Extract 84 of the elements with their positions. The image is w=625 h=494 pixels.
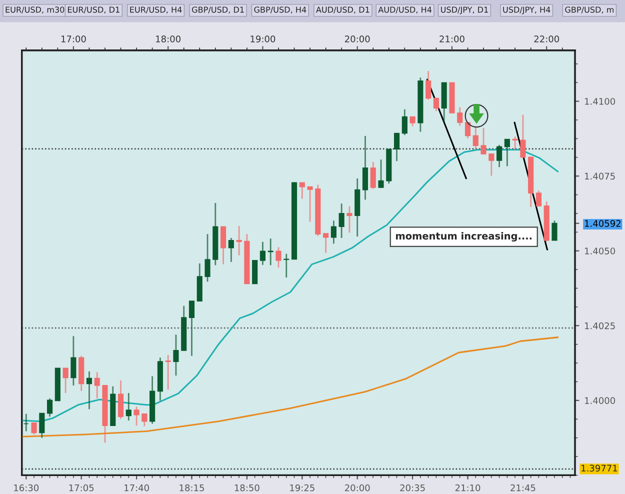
text: USD/JPY, H4 [503, 6, 550, 14]
candlestick [31, 422, 37, 436]
x-tick-label: 17:40 [124, 484, 149, 492]
candlestick [512, 136, 518, 150]
candlestick [126, 392, 132, 422]
y-tick-label: 1.4100 [585, 98, 616, 105]
candlestick [62, 367, 68, 394]
x-tick-label: 16:30 [14, 484, 39, 492]
text: EUR/USD, m30 [6, 6, 64, 14]
y-tick-label: 1.4000 [585, 397, 616, 404]
candlestick [307, 186, 313, 223]
candlestick [220, 226, 226, 265]
candlestick [504, 138, 510, 167]
candlestick [457, 106, 463, 126]
candlestick [47, 398, 53, 418]
annotation: momentum increasing.... [396, 232, 532, 242]
candlestick [284, 253, 290, 278]
y-tick-label: 1.4025 [585, 322, 615, 330]
candlestick [276, 246, 282, 268]
x-tick-label: 17:05 [69, 484, 94, 492]
candlestick [433, 98, 439, 112]
line-series [22, 336, 559, 438]
x-tick-label: 18:15 [180, 484, 204, 492]
candlestick [299, 182, 305, 200]
x-tick-label: 21:10 [455, 484, 480, 492]
x-tick-label: 19:25 [290, 484, 314, 492]
candlestick [338, 202, 344, 239]
candlestick [134, 406, 140, 426]
y-tick-label: 1.4050 [585, 248, 616, 254]
candlestick [426, 70, 432, 100]
text: USD/JPY, D1 [441, 6, 488, 14]
candlestick [228, 237, 234, 263]
x2-tick-label: 20:00 [345, 36, 370, 42]
x-tick-label: 20:35 [400, 484, 425, 492]
candlestick [323, 232, 329, 254]
candlestick [118, 380, 124, 420]
candlestick [520, 114, 526, 158]
text: GBP/USD, H4 [254, 6, 306, 14]
candlestick [488, 153, 494, 176]
candlestick [94, 372, 100, 400]
x2-tick-label: 18:00 [156, 36, 180, 42]
candlestick [260, 241, 266, 266]
y-tick-label: 1.40592 [585, 220, 620, 227]
candlestick [370, 161, 376, 190]
text: AUD/USD, H4 [378, 6, 432, 14]
x2-tick-label: 22:00 [534, 36, 560, 42]
ref-line-label: 1.39771 [582, 464, 618, 472]
candlestick [346, 206, 352, 234]
y-tick-label: 1.4075 [585, 172, 615, 180]
candlestick [252, 260, 258, 284]
x2-tick-label: 19:00 [250, 36, 276, 42]
x-tick-label: 18:50 [234, 484, 260, 492]
text: GBP/USD, D1 [192, 6, 244, 14]
candlestick [165, 354, 171, 390]
x2-tick-label: 17:00 [61, 36, 86, 42]
candlestick [464, 122, 471, 140]
x-tick-label: 20:00 [345, 484, 370, 492]
candlestick [268, 238, 274, 266]
candlestick [552, 220, 558, 242]
candlestick [480, 127, 486, 156]
text: EUR/USD, H4 [130, 6, 182, 14]
candlestick [402, 108, 408, 136]
candlestick [378, 158, 384, 189]
candlestick [188, 300, 195, 357]
candlestick [23, 413, 29, 432]
candlestick [362, 135, 368, 200]
candlestick [86, 370, 92, 410]
candlestick [394, 132, 400, 162]
text: GBP/USD, m [565, 6, 614, 14]
candlestick [39, 412, 45, 439]
candlestick [496, 144, 502, 168]
candlestick [410, 116, 416, 127]
text: AUD/USD, D1 [316, 6, 370, 14]
text: EUR/USD, D1 [68, 6, 120, 14]
candlestick [173, 334, 179, 376]
candlestick [472, 126, 478, 150]
candlestick [236, 225, 242, 256]
candlestick [142, 413, 148, 427]
x-tick-label: 21:45 [510, 484, 536, 492]
candlestick [70, 335, 76, 386]
candlestick [330, 220, 336, 244]
candlestick [204, 233, 210, 282]
candlestick [536, 190, 542, 207]
x2-tick-label: 21:00 [440, 36, 464, 42]
